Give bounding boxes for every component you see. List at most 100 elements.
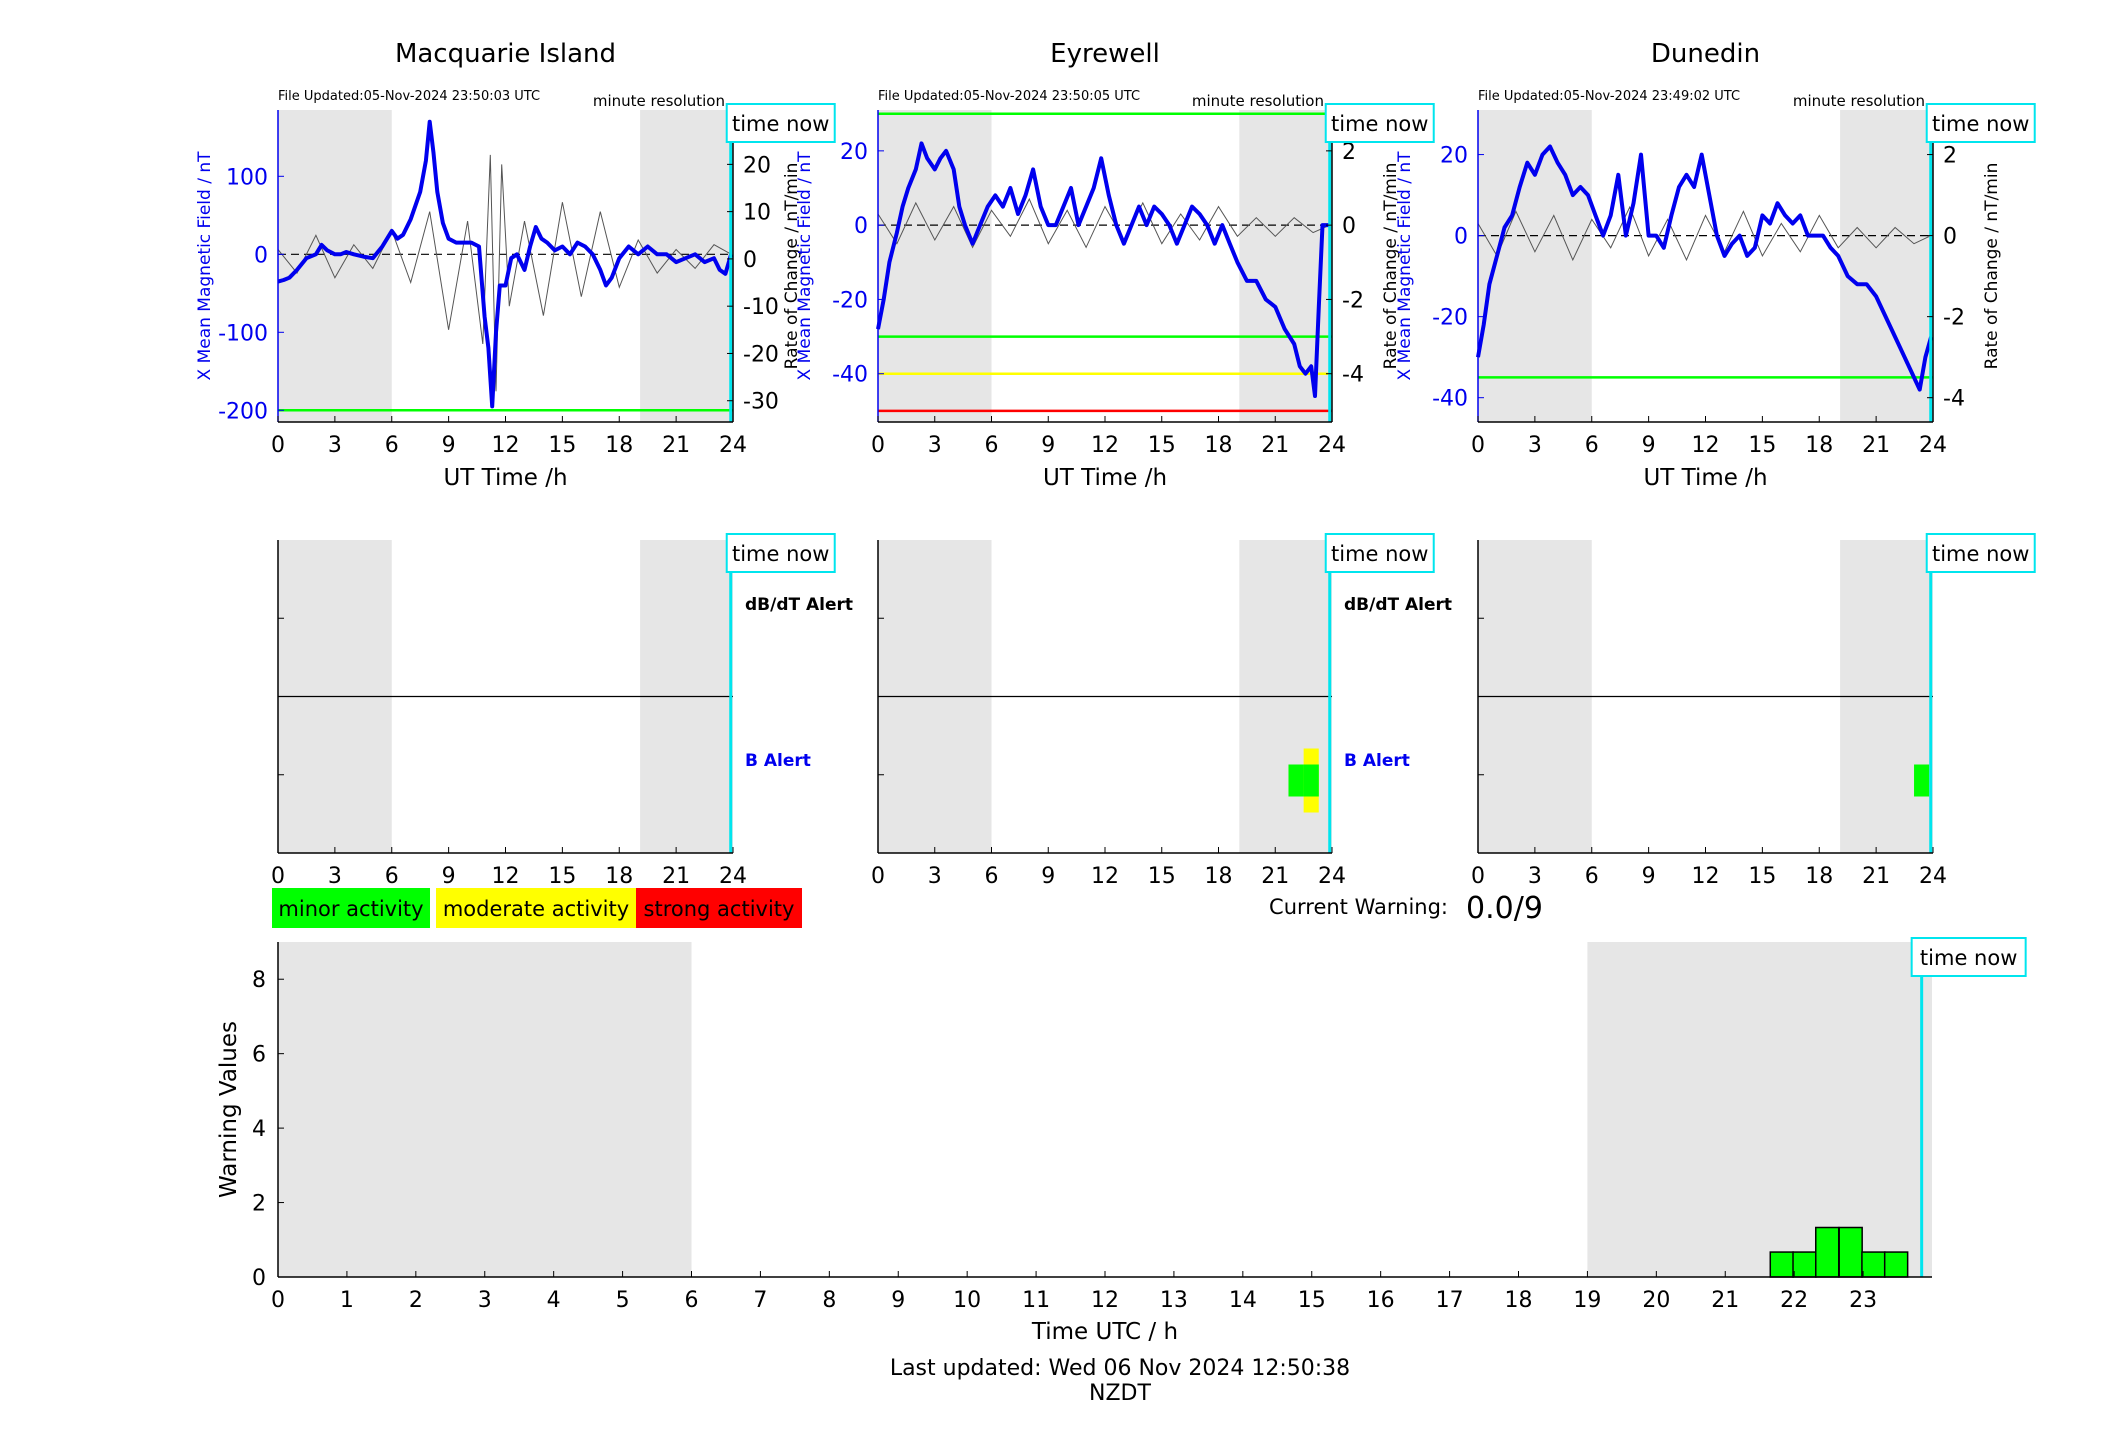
alert-block-minor [1303, 764, 1319, 797]
x-axis-label: UT Time /h [443, 465, 567, 491]
legend-swatch-minor [272, 888, 430, 928]
night-shade [278, 942, 692, 1277]
x-tick-label: 12 [1091, 1288, 1119, 1313]
x-tick-label: 15 [1748, 864, 1776, 889]
dbdt-alert-label: dB/dT Alert [745, 595, 853, 615]
time-now-box [1910, 937, 2027, 977]
night-shade [1478, 110, 1592, 422]
x-tick-label: 0 [1471, 864, 1485, 889]
x-tick-label: 6 [385, 433, 399, 458]
legend-label-moderate: moderate activity [443, 897, 629, 921]
y-tick-label: 20 [1440, 144, 1468, 169]
x-tick-label: 3 [328, 864, 342, 889]
x-tick-label: 21 [1711, 1288, 1739, 1313]
x-tick-label: 15 [548, 864, 576, 889]
y2-tick-label: 0 [1342, 214, 1356, 239]
x-tick-label: 9 [442, 433, 456, 458]
alert-block-minor [1288, 764, 1304, 797]
x-axis-label: UT Time /h [1043, 465, 1167, 491]
night-shade [1239, 110, 1332, 422]
x-tick-label: 21 [1862, 433, 1890, 458]
x-tick-label: 4 [547, 1288, 561, 1313]
x-tick-label: 20 [1642, 1288, 1670, 1313]
x-tick-label: 6 [985, 433, 999, 458]
x-tick-label: 24 [719, 433, 747, 458]
y2-axis-label: Rate of Change / nT/min [1381, 163, 1401, 370]
y2-tick-label: -4 [1943, 387, 1965, 412]
x-tick-label: 21 [1261, 864, 1289, 889]
chart-title: Dunedin [1651, 39, 1760, 69]
y2-tick-label: -2 [1342, 288, 1364, 313]
x-tick-label: 3 [928, 433, 942, 458]
y2-tick-label: 20 [743, 153, 771, 178]
x-tick-label: 9 [891, 1288, 905, 1313]
y-tick-label: 0 [254, 243, 268, 268]
time-now-label: time now [732, 542, 829, 566]
y2-tick-label: -10 [743, 295, 779, 320]
x-tick-label: 8 [822, 1288, 836, 1313]
x-tick-label: 11 [1022, 1288, 1050, 1313]
y2-tick-label: -20 [743, 342, 779, 367]
file-updated-label: File Updated:05-Nov-2024 23:50:03 UTC [278, 89, 540, 104]
chart-title: Eyrewell [1050, 39, 1160, 69]
magnetic-field-line [876, 141, 1331, 398]
y2-tick-label: 2 [1943, 144, 1957, 169]
resolution-label: minute resolution [593, 92, 725, 110]
y2-tick-label: 0 [1943, 225, 1957, 250]
x-tick-label: 21 [1261, 433, 1289, 458]
y-axis-label: X Mean Magnetic Field / nT [195, 151, 215, 381]
y2-tick-label: 10 [743, 201, 771, 226]
x-tick-label: 15 [1148, 864, 1176, 889]
y-tick-label: -200 [218, 399, 268, 424]
time-now-label: time now [1932, 112, 2029, 136]
x-tick-label: 9 [1642, 864, 1656, 889]
night-shade [278, 110, 392, 422]
y2-tick-label: -2 [1943, 306, 1965, 331]
x-tick-label: 24 [1318, 433, 1346, 458]
resolution-label: minute resolution [1793, 92, 1925, 110]
x-tick-label: 18 [1805, 864, 1833, 889]
x-tick-label: 7 [753, 1288, 767, 1313]
y2-tick-label: -30 [743, 390, 779, 415]
x-tick-label: 23 [1849, 1288, 1877, 1313]
x-tick-label: 13 [1160, 1288, 1188, 1313]
x-tick-label: 15 [1748, 433, 1776, 458]
x-tick-label: 12 [492, 433, 520, 458]
x-tick-label: 12 [1692, 433, 1720, 458]
x-tick-label: 18 [1505, 1288, 1533, 1313]
y2-tick-label: -4 [1342, 363, 1364, 388]
legend-label-minor: minor activity [278, 897, 423, 921]
x-tick-label: 15 [548, 433, 576, 458]
x-tick-label: 12 [492, 864, 520, 889]
time-now-label: time now [732, 112, 829, 136]
x-tick-label: 16 [1367, 1288, 1395, 1313]
y-tick-label: 2 [252, 1192, 266, 1217]
warning-bar [1883, 1251, 1909, 1278]
time-now-box [1324, 533, 1435, 573]
y-tick-label: 100 [226, 165, 268, 190]
y-tick-label: 0 [854, 214, 868, 239]
x-tick-label: 18 [1805, 433, 1833, 458]
x-tick-label: 12 [1091, 864, 1119, 889]
x-tick-label: 9 [1041, 864, 1055, 889]
x-tick-label: 5 [616, 1288, 630, 1313]
time-now-label: time now [1331, 542, 1428, 566]
x-axis-label: Time UTC / h [1031, 1319, 1178, 1345]
y-tick-label: -40 [1432, 387, 1468, 412]
y-axis-label: X Mean Magnetic Field / nT [795, 151, 815, 381]
y2-axis-label: Rate of Change / nT/min [782, 163, 802, 370]
x-tick-label: 3 [478, 1288, 492, 1313]
x-tick-label: 15 [1148, 433, 1176, 458]
b-alert-label: B Alert [745, 751, 811, 771]
last-updated-footer: Last updated: Wed 06 Nov 2024 12:50:38 N… [889, 1356, 1351, 1406]
time-now-label: time now [1920, 946, 2017, 970]
y2-tick-label: 2 [1342, 140, 1356, 165]
x-tick-label: 9 [1041, 433, 1055, 458]
x-tick-label: 10 [953, 1288, 981, 1313]
file-updated-label: File Updated:05-Nov-2024 23:49:02 UTC [1478, 89, 1740, 104]
night-shade [878, 110, 992, 422]
chart-title: Macquarie Island [395, 39, 616, 69]
rate-of-change-line [877, 197, 1331, 249]
x-tick-label: 19 [1573, 1288, 1601, 1313]
x-tick-label: 24 [1318, 864, 1346, 889]
